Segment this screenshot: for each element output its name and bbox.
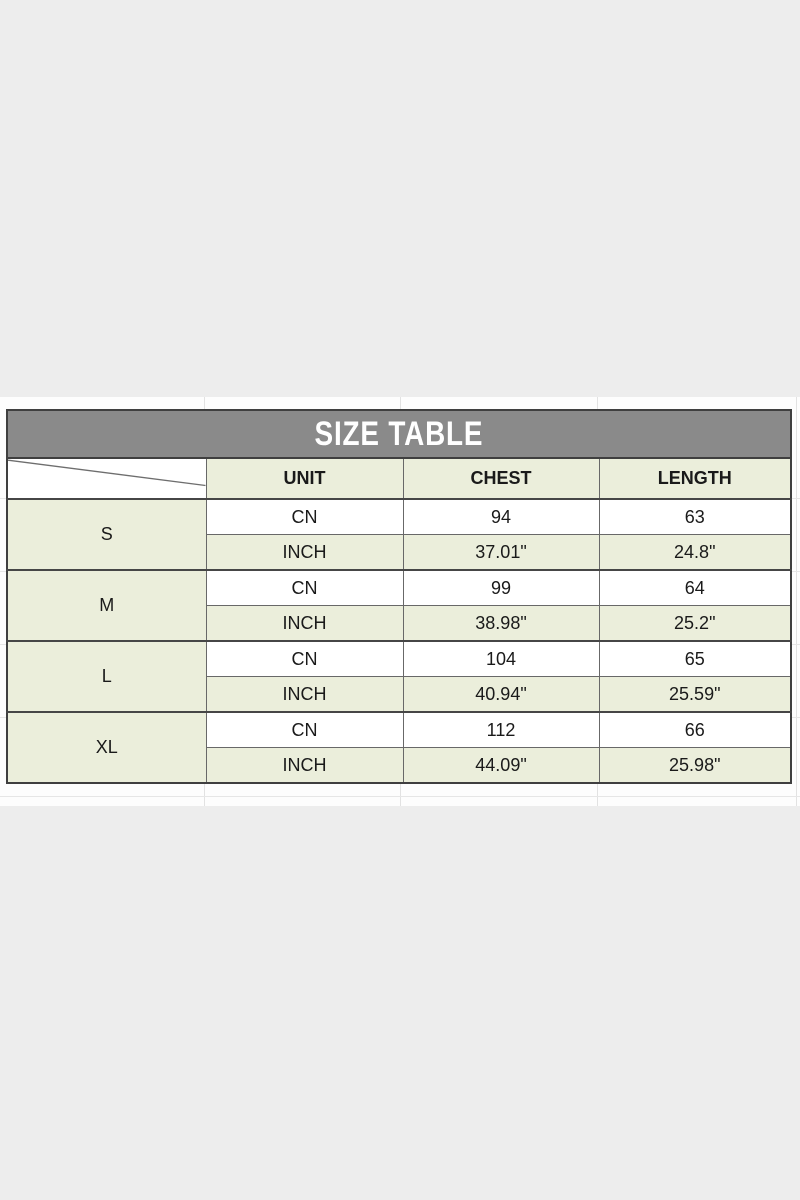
size-label-xl: XL <box>6 711 207 784</box>
column-header-length: LENGTH <box>598 457 792 500</box>
unit-cell: CN <box>205 640 404 677</box>
unit-cell: CN <box>205 569 404 606</box>
gridline <box>796 397 797 806</box>
unit-cell: INCH <box>205 676 404 713</box>
page-title: SIZE TABLE <box>314 414 484 453</box>
table-row: INCH 38.98" 25.2" <box>7 605 792 642</box>
length-cell: 25.98" <box>598 747 792 784</box>
diagonal-header-cell <box>6 457 207 500</box>
chest-cell: 38.98" <box>402 605 600 642</box>
length-cell: 24.8" <box>598 534 792 571</box>
table-row: INCH 44.09" 25.98" <box>7 747 792 784</box>
gridline <box>0 796 800 797</box>
length-cell: 25.2" <box>598 605 792 642</box>
length-cell: 64 <box>598 569 792 606</box>
table-row: XL CN 112 66 <box>6 711 792 784</box>
spreadsheet-area: SIZE TABLE UNIT CHEST LENGTH S CN 94 6 <box>0 397 800 806</box>
chest-cell: 37.01" <box>402 534 600 571</box>
column-header-chest: CHEST <box>402 457 600 500</box>
size-label-m: M <box>6 569 207 642</box>
column-header-unit: UNIT <box>205 457 404 500</box>
length-cell: 63 <box>598 498 792 535</box>
unit-cell: CN <box>205 498 404 535</box>
title-cell: SIZE TABLE <box>6 409 792 459</box>
length-cell: 25.59" <box>598 676 792 713</box>
table-row: S CN 94 63 <box>6 498 792 571</box>
chest-cell: 40.94" <box>402 676 600 713</box>
header-row: UNIT CHEST LENGTH <box>6 457 792 500</box>
length-cell: 65 <box>598 640 792 677</box>
size-table: SIZE TABLE UNIT CHEST LENGTH S CN 94 6 <box>6 409 793 784</box>
chest-cell: 44.09" <box>402 747 600 784</box>
unit-cell: INCH <box>205 747 404 784</box>
table-row: M CN 99 64 <box>6 569 792 642</box>
chest-cell: 112 <box>402 711 600 748</box>
table-row: L CN 104 65 <box>6 640 792 713</box>
length-cell: 66 <box>598 711 792 748</box>
table-row: INCH 37.01" 24.8" <box>7 534 792 571</box>
chest-cell: 104 <box>402 640 600 677</box>
diagonal-line-icon <box>8 459 206 498</box>
chest-cell: 99 <box>402 569 600 606</box>
title-row: SIZE TABLE <box>6 409 792 459</box>
unit-cell: INCH <box>205 534 404 571</box>
size-label-s: S <box>6 498 207 571</box>
size-label-l: L <box>6 640 207 713</box>
unit-cell: INCH <box>205 605 404 642</box>
unit-cell: CN <box>205 711 404 748</box>
chest-cell: 94 <box>402 498 600 535</box>
